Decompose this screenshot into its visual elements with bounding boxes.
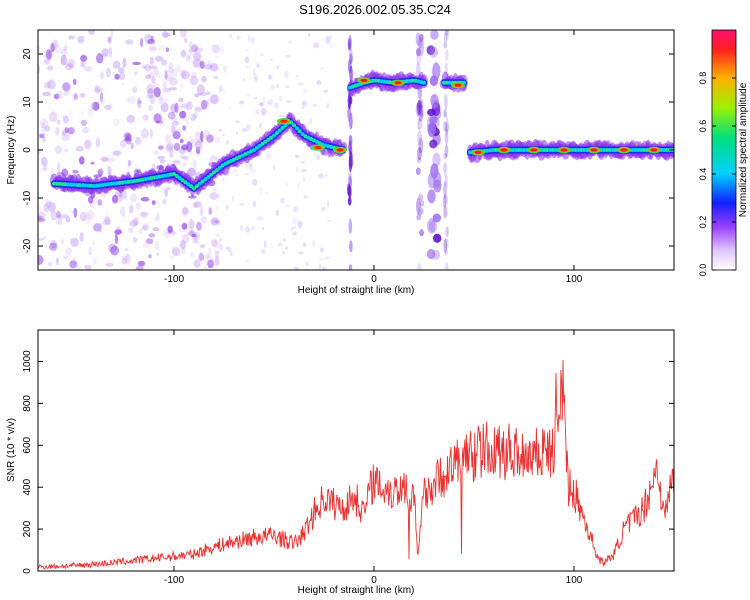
hot-spot-core xyxy=(314,146,322,150)
snr-panel: -100 0 100 0 200 400 600 800 1000 Height of str… xyxy=(6,329,675,596)
colorbar: 0.0 0.2 0.4 0.6 0.8 Normalized spectral ampl… xyxy=(698,29,749,277)
y-tick-label: 600 xyxy=(22,436,33,453)
y-tick-label: 400 xyxy=(22,478,33,495)
figure-title: S196.2026.002.05.35.C24 xyxy=(299,2,451,17)
colorbar-tick-label: 0.6 xyxy=(698,120,708,133)
snr-x-axis: -100 0 100 xyxy=(164,330,583,586)
x-tick-label: 100 xyxy=(566,575,583,586)
hot-spot-core xyxy=(650,148,658,152)
hot-spot-core xyxy=(530,148,538,152)
y-tick-label: -10 xyxy=(22,190,33,205)
snr-series-line xyxy=(38,359,674,570)
hot-spot-core xyxy=(560,148,568,152)
colorbar-tick-label: 0.8 xyxy=(698,72,708,85)
colorbar-tick-label: 0.4 xyxy=(698,168,708,181)
y-tick-label: 20 xyxy=(22,48,33,60)
colorbar-gradient xyxy=(711,29,737,271)
y-tick-label: 10 xyxy=(22,96,33,108)
spectrogram-y-label: Frequency (Hz) xyxy=(6,116,17,185)
y-tick-label: 800 xyxy=(22,395,33,412)
colorbar-tick-label: 0.0 xyxy=(698,264,708,277)
snr-content xyxy=(38,359,674,570)
hot-spot-core xyxy=(280,119,288,123)
spectrogram-y-axis: -20 -10 0 10 20 xyxy=(22,48,674,253)
spectrogram-x-label: Height of straight line (km) xyxy=(298,285,415,296)
noise-speckle xyxy=(38,30,337,270)
snr-frame xyxy=(37,329,675,572)
colorbar-label: Normalized spectral amplitude xyxy=(738,82,749,217)
y-tick-label: 0 xyxy=(22,568,33,574)
spectrogram-content xyxy=(38,30,674,270)
hot-spot-core xyxy=(336,148,344,152)
x-tick-label: -100 xyxy=(164,575,184,586)
x-tick-label: 0 xyxy=(371,274,377,285)
y-tick-label: -20 xyxy=(22,238,33,253)
y-tick-label: 200 xyxy=(22,520,33,537)
x-tick-label: 100 xyxy=(566,274,583,285)
colorbar-tick-label: 0.2 xyxy=(698,216,708,229)
hot-spot-core xyxy=(394,81,402,85)
hot-spot-core xyxy=(590,148,598,152)
x-tick-label: 0 xyxy=(371,575,377,586)
snr-y-label: SNR (10 * v/v) xyxy=(6,418,17,482)
spectrogram-x-axis: -100 0 100 xyxy=(164,30,583,285)
hot-spot-core xyxy=(360,78,368,82)
hot-spots xyxy=(277,77,661,156)
hot-spot-core xyxy=(454,83,462,87)
snr-y-axis: 0 200 400 600 800 1000 xyxy=(22,350,674,574)
y-tick-label: 1000 xyxy=(22,350,33,373)
y-tick-label: 0 xyxy=(22,147,33,153)
snr-plot-area xyxy=(38,330,674,571)
hot-spot-core xyxy=(474,150,482,154)
x-tick-label: -100 xyxy=(164,274,184,285)
snr-x-label: Height of straight line (km) xyxy=(298,585,415,596)
hot-spot-core xyxy=(620,148,628,152)
hot-spot-core xyxy=(500,148,508,152)
colorbar-ticks: 0.0 0.2 0.4 0.6 0.8 xyxy=(698,72,736,277)
